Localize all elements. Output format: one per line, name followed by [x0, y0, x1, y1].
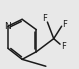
- Text: N: N: [4, 22, 11, 31]
- Text: F: F: [61, 42, 66, 51]
- Text: F: F: [42, 14, 47, 23]
- Text: F: F: [62, 20, 67, 29]
